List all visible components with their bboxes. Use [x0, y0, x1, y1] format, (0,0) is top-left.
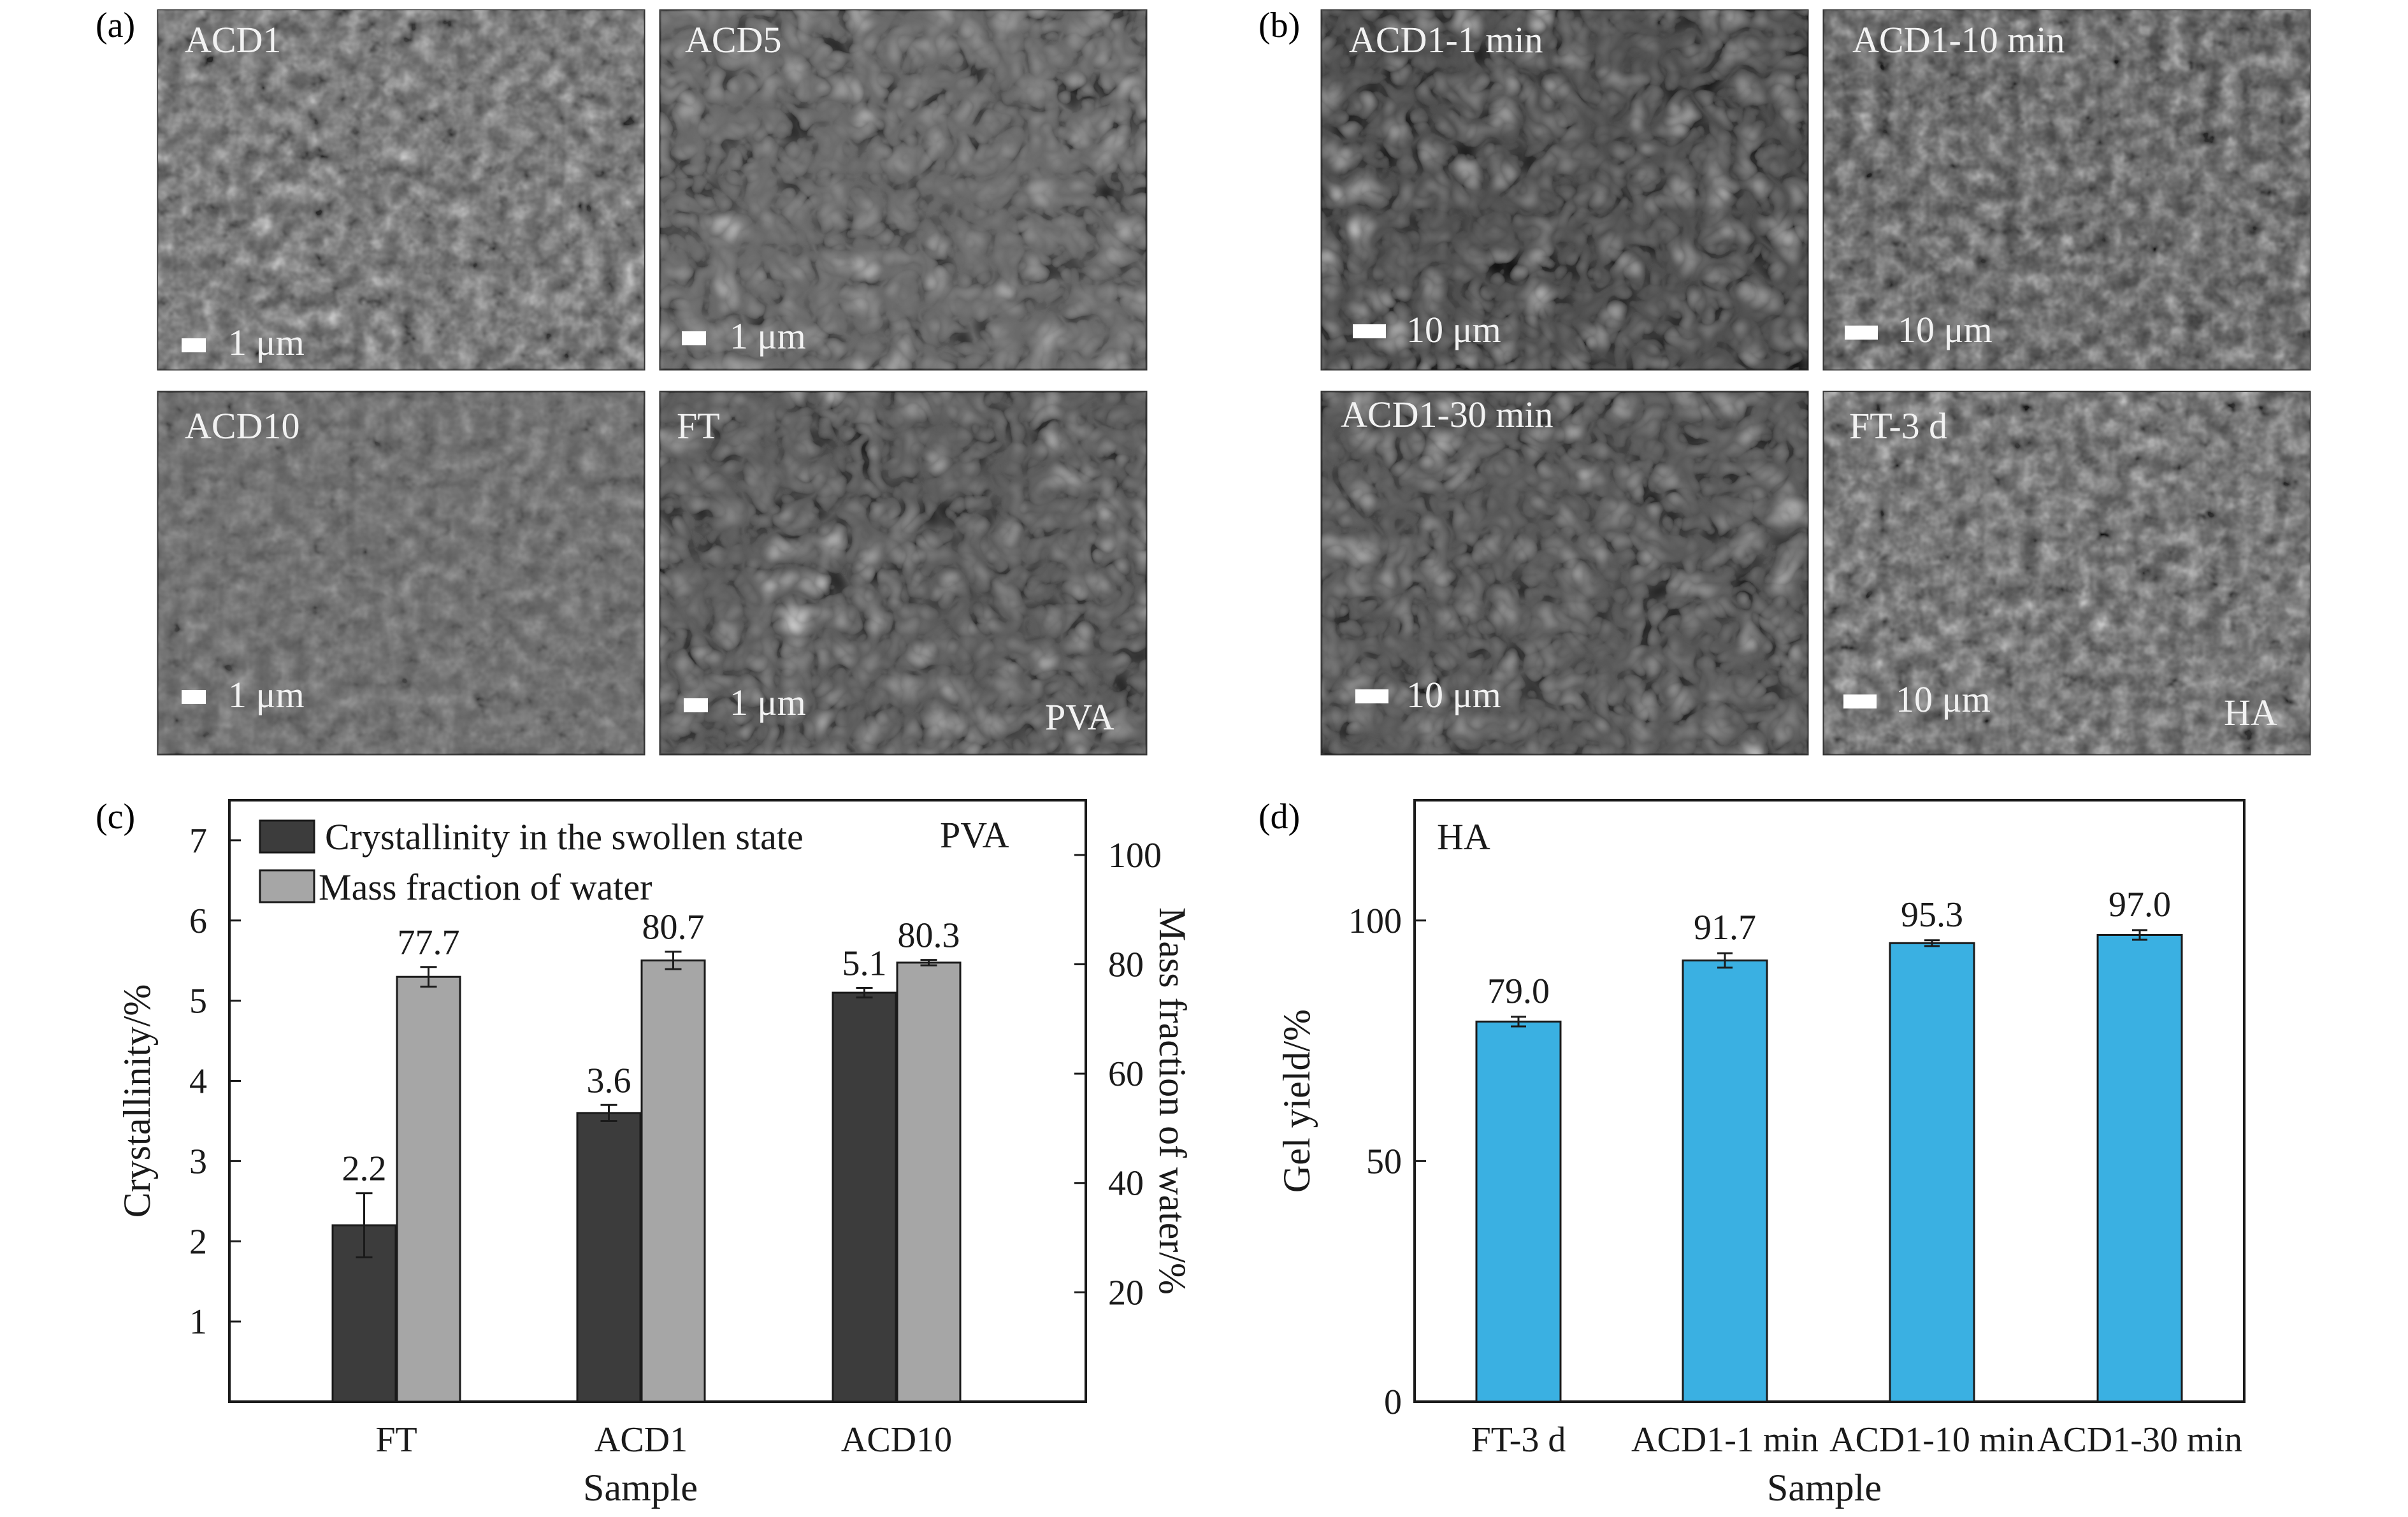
x-tick-label: ACD1-10 min	[1829, 1420, 2035, 1460]
bar	[576, 1112, 642, 1403]
sem-label: ACD1-30 min	[1341, 394, 1554, 435]
data-label: 80.3	[898, 916, 960, 956]
y-axis-title: Crystallinity/%	[116, 984, 158, 1218]
scale-label: 1 μm	[730, 682, 806, 723]
bar	[1682, 959, 1768, 1403]
x-axis-title: Sample	[583, 1467, 698, 1509]
plot-frame	[1413, 799, 2246, 1403]
y-tick-label: 1	[189, 1302, 207, 1342]
x-tick-label: FT	[375, 1420, 417, 1460]
sem-label: ACD1	[185, 19, 281, 61]
sem-label: ACD1-10 min	[1852, 19, 2065, 61]
scale-label: 10 μm	[1896, 679, 1991, 720]
data-label: 97.0	[2109, 885, 2171, 924]
material-label-ha: HA	[2224, 692, 2277, 733]
y2-tick-label: 40	[1108, 1164, 1144, 1204]
bar	[396, 975, 461, 1403]
data-label: 2.2	[342, 1149, 387, 1189]
material-label: HA	[1437, 816, 1490, 858]
bar	[832, 991, 897, 1403]
y-tick-label: 7	[189, 821, 207, 861]
legend-swatch-water	[259, 869, 315, 903]
scale-bar	[182, 338, 206, 352]
sem-image-ft: FT 1 μm PVA	[659, 391, 1148, 756]
y-tick-label: 5	[189, 982, 207, 1021]
scale-label: 1 μm	[228, 674, 305, 715]
chart-d: Gel yield/% Sample HA 0 50 100 FT-3 d ACD1-1…	[1276, 799, 2246, 1509]
panel-letter-c: (c)	[96, 797, 135, 837]
scale-label: 1 μm	[228, 322, 305, 363]
data-label: 95.3	[1901, 895, 1963, 935]
y2-tick-label: 60	[1108, 1054, 1144, 1094]
y-tick-label: 0	[1384, 1383, 1402, 1422]
sem-image-acd1-1min: ACD1-1 min 10 μm	[1320, 9, 1809, 371]
x-tick-label: FT-3 d	[1471, 1420, 1566, 1460]
y-tick-label: 2	[189, 1222, 207, 1262]
x-tick-label: ACD10	[841, 1420, 952, 1460]
sem-panel-b: ACD1-1 min 10 μm ACD1-10 min 10 μm ACD1-…	[1320, 9, 2311, 756]
y2-tick-label: 100	[1108, 836, 1162, 875]
bar	[1889, 942, 1975, 1403]
sem-image-ft-3d: FT-3 d 10 μm HA	[1822, 391, 2311, 756]
sem-image-acd1-10min: ACD1-10 min 10 μm	[1822, 9, 2311, 371]
panel-letter-a: (a)	[96, 6, 135, 45]
scale-bar	[1353, 324, 1386, 338]
data-label: 77.7	[398, 923, 460, 963]
material-label: PVA	[940, 814, 1009, 856]
sem-label: FT	[677, 405, 720, 447]
legend: Crystallinity in the swollen state Mass …	[259, 816, 804, 908]
bar	[896, 961, 962, 1403]
material-label-pva: PVA	[1045, 696, 1114, 738]
scale-label: 10 μm	[1406, 674, 1501, 715]
bar	[2096, 933, 2183, 1403]
sem-image-acd1-30min: ACD1-30 min 10 μm	[1320, 391, 1809, 756]
y2-axis-title: Mass fraction of water/%	[1151, 907, 1193, 1295]
scale-bar	[682, 331, 706, 345]
scale-bar	[1355, 689, 1388, 703]
sem-label: FT-3 d	[1849, 405, 1947, 447]
y-axis-title: Gel yield/%	[1276, 1009, 1318, 1193]
y-tick-label: 6	[189, 902, 207, 941]
y-tick-label: 4	[189, 1062, 207, 1102]
data-label: 3.6	[587, 1061, 631, 1100]
sem-image-acd5: ACD5 1 μm	[659, 9, 1148, 371]
scale-label: 10 μm	[1898, 309, 1993, 350]
sem-label: ACD1-1 min	[1349, 19, 1543, 61]
data-label: 80.7	[642, 908, 705, 947]
y-tick-label: 50	[1366, 1142, 1402, 1181]
scale-bar	[182, 690, 206, 704]
y2-tick-label: 20	[1108, 1273, 1144, 1312]
bar	[1475, 1020, 1562, 1403]
x-tick-label: ACD1	[595, 1420, 688, 1460]
legend-label-water: Mass fraction of water	[319, 866, 652, 908]
y2-tick-label: 80	[1108, 945, 1144, 984]
data-label: 5.1	[842, 944, 887, 984]
scale-bar	[1845, 326, 1878, 340]
legend-label-crystallinity: Crystallinity in the swollen state	[325, 816, 804, 858]
scale-bar	[1843, 694, 1877, 708]
sem-label: ACD10	[185, 405, 299, 447]
scale-bar	[684, 698, 708, 712]
scale-label: 10 μm	[1406, 309, 1501, 350]
scale-label: 1 μm	[730, 315, 806, 357]
data-label: 91.7	[1694, 908, 1756, 947]
chart-c: Crystallinity/% Mass fraction of water/%…	[116, 799, 1193, 1509]
x-tick-label: ACD1-1 min	[1631, 1420, 1819, 1460]
legend-swatch-crystallinity	[259, 819, 315, 854]
y-tick-label: 3	[189, 1142, 207, 1181]
sem-panel-a: ACD1 1 μm ACD5 1 μm ACD10 1 μm FT 1 μm P…	[157, 9, 1148, 756]
panel-letter-d: (d)	[1258, 797, 1300, 837]
sem-label: ACD5	[685, 19, 781, 61]
x-axis-title: Sample	[1767, 1467, 1882, 1509]
x-tick-label: ACD1-30 min	[2037, 1420, 2242, 1460]
y-tick-label: 100	[1348, 902, 1402, 941]
bar	[640, 959, 706, 1403]
sem-image-acd1: ACD1 1 μm	[157, 9, 645, 371]
data-label: 79.0	[1487, 972, 1550, 1011]
panel-letter-b: (b)	[1258, 6, 1300, 45]
sem-image-acd10: ACD10 1 μm	[157, 391, 645, 756]
